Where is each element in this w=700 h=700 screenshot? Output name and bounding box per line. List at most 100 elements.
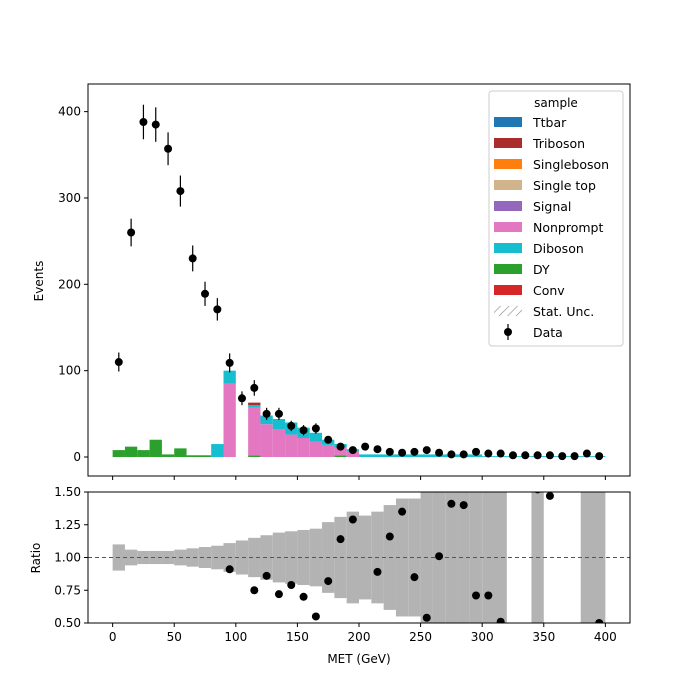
data-point [262,409,271,418]
data-point [250,383,259,392]
bar-nonprompt [334,447,347,456]
ratio-point [299,592,308,601]
data-point [139,117,148,126]
data-point [484,449,493,458]
data-point [287,421,296,430]
data-point [582,449,591,458]
bar-diboson [211,444,224,457]
bar-nonprompt [297,438,310,458]
bar-dy [112,450,125,458]
data-point [201,289,210,298]
data-point [422,446,431,455]
data-point [188,254,197,263]
ratio-panel: 0.50 0.75 1.00 1.25 1.50 0 50 100 150 200 250 300 3… [29,485,631,666]
ratio-y-tick-label: 0.50 [54,616,81,630]
legend-swatch-data [504,328,512,336]
bar-nonprompt [223,383,236,457]
data-point [385,447,394,456]
bar-nonprompt [272,429,286,457]
y-axis-label: Events [32,261,46,302]
legend-label: Single top [533,178,596,193]
ratio-point [435,552,444,561]
legend-label: Singleboson [533,157,609,172]
x-tick-label: 200 [348,630,371,644]
data-point [114,358,123,367]
data-point [151,120,160,129]
ratio-point [287,581,296,590]
data-point [410,447,419,456]
x-axis-label: MET (GeV) [327,652,390,666]
ratio-points [225,492,604,623]
band-bin [457,492,470,623]
ratio-point [336,535,345,544]
band-bin [137,550,150,565]
band-bin [494,492,507,623]
legend-swatch-signal [494,201,522,211]
legend-label: Nonprompt [533,220,603,235]
band-bin [297,529,310,586]
legend-swatch-dy [494,264,522,274]
ratio-point [410,573,419,582]
ratio-point [398,507,407,516]
x-tick-label: 50 [167,630,182,644]
ratio-y-tick-label: 1.00 [54,551,81,565]
legend-box [488,90,624,347]
x-tick-label: 100 [224,630,247,644]
x-axis-ticks: 0 50 100 150 200 250 300 350 400 [109,623,617,644]
legend: sample Ttbar Triboson Singleboson Single to… [488,90,624,347]
data-point [545,451,554,460]
data-point [225,358,234,367]
data-point [570,452,579,461]
legend-label: Diboson [533,241,584,256]
data-point [496,449,505,458]
legend-label: Signal [533,199,571,214]
bar-dy [334,455,347,458]
data-point [447,450,456,459]
ratio-point [311,612,320,621]
legend-swatch-diboson [494,243,522,253]
ratio-y-tick-label: 1.25 [54,518,81,532]
data-point [324,435,333,444]
legend-label: Data [533,325,563,340]
band-bin [359,515,372,600]
band-bin [149,550,162,565]
ratio-point [348,515,357,524]
x-axis-ticks-main [112,476,606,480]
bar-diboson [248,405,261,408]
bar-diboson [272,419,286,430]
ratio-point [225,565,234,574]
ratio-y-axis-ticks: 0.50 0.75 1.00 1.25 1.50 [54,485,88,630]
bar-nonprompt [260,424,273,457]
legend-label: Stat. Unc. [533,304,594,319]
y-tick-label: 300 [58,191,81,205]
legend-swatch-singleboson [494,159,522,169]
ratio-y-tick-label: 0.75 [54,583,81,597]
bar-diboson [359,454,483,457]
data-point [558,452,567,461]
ratio-point [484,591,493,600]
x-tick-label: 150 [286,630,309,644]
ratio-point [262,571,271,580]
band-bin [248,537,261,578]
y-tick-label: 100 [58,364,81,378]
data-point [348,446,357,455]
band-bin [198,547,212,568]
x-tick-label: 0 [109,630,117,644]
legend-label: Conv [533,283,565,298]
ratio-point [250,586,259,595]
data-point [472,447,481,456]
ratio-point [324,577,333,586]
band-bin [186,548,199,567]
band-bin [235,540,249,575]
ratio-point [373,567,382,576]
data-point [459,450,468,459]
bar-nonprompt [309,441,323,457]
bar-dy [161,454,175,457]
ratio-point [447,499,456,508]
bar-triboson [248,402,261,406]
x-tick-label: 400 [594,630,617,644]
ratio-point [595,619,604,623]
data-point [435,448,444,457]
bar-diboson [223,370,236,384]
data-point [176,187,185,196]
